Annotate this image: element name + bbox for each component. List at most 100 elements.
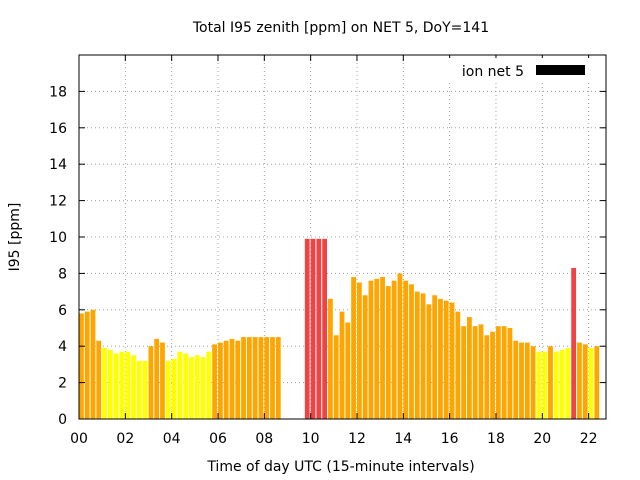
y-axis-label: I95 [ppm] [7,203,23,272]
x-axis-label: Time of day UTC (15-minute intervals) [206,459,474,475]
bar [513,340,519,419]
bar [171,358,177,419]
y-tick-label: 4 [58,339,67,355]
bar [455,311,461,419]
x-tick-label: 18 [487,431,505,447]
bar [275,337,281,419]
bar [107,349,113,419]
bar [542,351,548,419]
bar [449,302,455,419]
bar [438,298,443,419]
bar [79,313,84,419]
bar [362,295,368,419]
bar [530,346,536,419]
bar [524,342,530,419]
bar [414,291,420,419]
bar [160,342,165,419]
bar [235,340,241,419]
y-tick-label: 10 [49,230,67,246]
bar [84,311,90,419]
y-tick-label: 16 [49,121,67,137]
bar [409,284,414,419]
bar [577,342,582,419]
x-tick-label: 08 [255,431,273,447]
bar [391,280,397,419]
y-tick-label: 18 [49,84,67,100]
grid-lines [79,55,606,419]
bar [229,338,235,419]
x-tick-label: 14 [394,431,412,447]
bar [432,295,438,419]
bar [397,273,403,419]
x-tick-label: 02 [116,431,134,447]
y-tick-labels: 0 2 4 6 8 10 12 14 16 18 [49,84,67,428]
bar [519,342,524,419]
bar [136,360,142,419]
bar [565,348,571,419]
legend: ion net 5 [448,58,598,82]
x-tick-label: 00 [70,431,88,447]
bar [380,277,385,419]
bar [478,324,484,419]
bar [154,338,160,419]
y-tick-label: 8 [58,266,67,282]
bar [385,286,391,419]
bar [548,346,553,419]
legend-label: ion net 5 [462,64,524,80]
bar [165,360,171,419]
bar [322,238,328,419]
bar [252,337,258,419]
bar [223,340,229,419]
bar [403,280,409,419]
bar [217,342,223,419]
bar [142,360,148,419]
bar [553,351,559,419]
bar [241,337,246,419]
bar [571,267,577,419]
bar [461,326,467,419]
x-tick-label: 04 [163,431,181,447]
bar [351,277,356,419]
x-tick-label: 20 [533,431,551,447]
bar [339,311,345,419]
bar [328,298,333,419]
bar [304,238,310,419]
bar [258,337,264,419]
bar [148,346,154,419]
bar [246,337,252,419]
bar [183,353,189,419]
x-tick-label: 22 [580,431,598,447]
bar [316,238,322,419]
bar [472,326,478,419]
bar [131,355,136,419]
bar [264,337,270,419]
y-tick-label: 6 [58,303,67,319]
bar [559,349,565,419]
bar [594,346,600,419]
x-tick-label: 16 [441,431,459,447]
bar [490,331,495,419]
bar [206,351,212,419]
legend-swatch [536,65,585,75]
bar [96,340,102,419]
bar [368,280,374,419]
bar [189,357,194,419]
y-tick-label: 2 [58,376,67,392]
y-tick-label: 14 [49,157,67,173]
bar [333,335,339,419]
bar [495,326,501,419]
bar [113,353,119,419]
bar [426,304,432,419]
bar [588,348,594,419]
bar [194,355,200,419]
bar [200,357,206,419]
bar [507,328,513,419]
bars-group [79,238,600,419]
bar [270,337,275,419]
x-tick-labels: 00 02 04 06 08 10 12 14 16 18 20 22 [70,431,597,447]
bar [212,344,217,419]
bar [467,317,472,419]
bar [420,293,426,419]
chart-title: Total I95 zenith [ppm] on NET 5, DoY=141 [192,20,489,36]
